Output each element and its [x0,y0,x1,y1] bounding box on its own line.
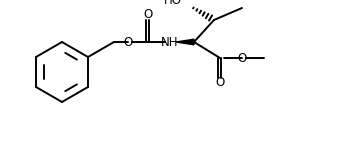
Text: O: O [215,77,224,89]
Text: O: O [143,8,153,22]
Text: NH: NH [161,36,179,49]
Text: O: O [237,51,247,65]
Text: HO: HO [164,0,182,8]
Polygon shape [176,39,194,45]
Text: O: O [123,36,133,49]
